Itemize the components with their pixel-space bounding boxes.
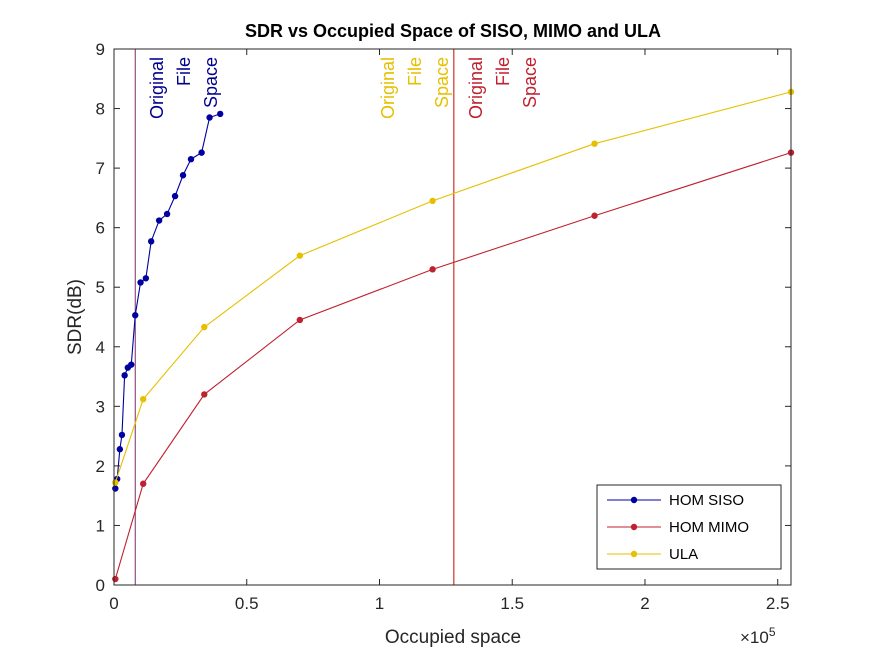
data-point (118, 431, 126, 439)
data-point (140, 395, 147, 403)
data-point (137, 279, 144, 286)
y-tick-label: 0 (96, 576, 105, 595)
reference-label: Original (378, 57, 398, 119)
data-point (140, 480, 147, 487)
data-point (142, 275, 150, 282)
data-point (591, 140, 598, 147)
y-tick-label: 9 (96, 40, 105, 59)
data-point (296, 316, 304, 324)
data-point (198, 149, 205, 156)
data-point (132, 312, 139, 319)
reference-label: Space (201, 57, 221, 108)
data-point (147, 238, 155, 245)
data-point (429, 266, 436, 273)
reference-label: File (405, 57, 425, 86)
data-point (155, 217, 163, 224)
x-axis-exponent: ×105 (740, 625, 776, 647)
x-tick-label: 1 (375, 594, 384, 613)
data-point (591, 212, 598, 219)
data-point (171, 192, 179, 200)
data-point (296, 252, 304, 259)
y-tick-label: 1 (96, 516, 105, 535)
data-point (429, 197, 436, 205)
y-tick-label: 6 (96, 219, 105, 238)
legend: HOM SISO HOM MIMO ULA (596, 484, 782, 570)
series-hom-siso (112, 110, 224, 492)
chart-title: SDR vs Occupied Space of SISO, MIMO and … (245, 21, 661, 41)
legend-swatch-marker (630, 523, 638, 531)
x-axis-exponent-base: ×10 (740, 628, 769, 647)
x-tick-label: 0 (109, 594, 118, 613)
legend-label: HOM SISO (669, 492, 744, 509)
x-axis-ticks: 0 0.5 1 1.5 2 2.5 (109, 49, 790, 613)
data-series (112, 88, 795, 583)
data-point (216, 110, 224, 118)
legend-swatch-marker (630, 550, 638, 558)
y-tick-label: 2 (96, 457, 105, 476)
reference-label: Space (520, 57, 540, 108)
x-tick-label: 2.5 (766, 594, 790, 613)
data-point (163, 210, 171, 218)
y-tick-label: 3 (96, 397, 105, 416)
y-axis-title: SDR(dB) (65, 279, 86, 355)
legend-label: ULA (669, 546, 698, 563)
series-ula (112, 88, 795, 486)
y-tick-label: 4 (96, 338, 105, 357)
x-axis-title: Occupied space (385, 627, 521, 648)
legend-label: HOM MIMO (669, 519, 749, 536)
y-axis-ticks: 0 1 2 3 4 5 6 7 8 9 (96, 40, 791, 595)
y-tick-label: 7 (96, 159, 105, 178)
data-point (179, 172, 187, 179)
data-point (116, 446, 124, 453)
x-tick-label: 1.5 (500, 594, 524, 613)
data-point (201, 391, 208, 398)
reference-lines: Original File Space Original File Space Origin… (134, 49, 540, 585)
y-tick-label: 8 (96, 100, 105, 119)
reference-label: Space (432, 57, 452, 108)
x-axis-exponent-power: 5 (769, 625, 776, 639)
reference-label: File (493, 57, 513, 86)
data-point (121, 372, 128, 379)
legend-swatch-marker (630, 496, 638, 504)
reference-label: File (174, 57, 194, 86)
y-tick-label: 5 (96, 278, 105, 297)
x-tick-label: 2 (640, 594, 649, 613)
data-point (112, 485, 119, 492)
x-tick-label: 0.5 (235, 594, 259, 613)
data-point (112, 575, 119, 583)
data-point (187, 155, 195, 163)
data-point (201, 323, 208, 331)
data-point (128, 361, 135, 368)
data-point (112, 479, 119, 486)
reference-label: Original (147, 57, 167, 119)
axes (113, 48, 792, 586)
data-point (206, 114, 213, 121)
axes-box (113, 48, 792, 586)
reference-label: Original (466, 57, 486, 119)
